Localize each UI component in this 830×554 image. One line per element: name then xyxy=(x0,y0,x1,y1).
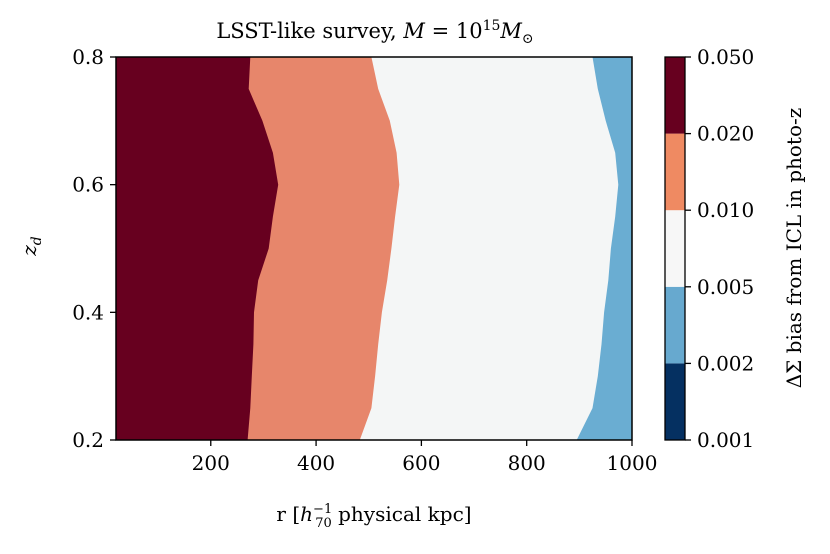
colorbar-segment xyxy=(665,286,685,364)
colorbar-segment xyxy=(665,363,685,440)
x-tick-label: 600 xyxy=(402,451,440,475)
colorbar-tick-label: 0.001 xyxy=(697,428,754,452)
region-0.002-0.005 xyxy=(576,57,632,440)
y-axis: 0.2 0.4 0.6 0.8 xyxy=(72,45,116,452)
x-tick-label: 200 xyxy=(192,451,230,475)
x-tick-label: 1000 xyxy=(607,451,658,475)
region-0.020-0.050 xyxy=(116,57,279,440)
x-tick-label: 800 xyxy=(508,451,546,475)
x-axis: 200 400 600 800 1000 xyxy=(192,440,658,475)
chart-title: LSST-like survey, M = 1015M⊙ xyxy=(216,18,533,47)
x-axis-label: r [h−1 70 physical kpc] xyxy=(276,502,471,531)
y-tick-label: 0.8 xyxy=(72,45,104,69)
colorbar-label: ΔΣ bias from ICL in photo-z xyxy=(782,108,806,389)
colorbar-tick-label: 0.020 xyxy=(697,122,754,146)
y-tick-label: 0.6 xyxy=(72,173,104,197)
colorbar-tick-label: 0.002 xyxy=(697,351,754,375)
colorbar: 0.001 0.002 0.005 0.010 0.020 0.050 xyxy=(664,45,754,452)
y-axis-label: zd xyxy=(17,236,45,257)
colorbar-segment xyxy=(665,210,685,287)
plot-area xyxy=(115,56,633,441)
plot-frame xyxy=(115,56,633,441)
colorbar-tick-label: 0.050 xyxy=(697,45,754,69)
x-tick-label: 400 xyxy=(297,451,335,475)
y-tick-label: 0.2 xyxy=(72,428,104,452)
colorbar-frame xyxy=(664,56,686,441)
y-tick-label: 0.4 xyxy=(72,300,104,324)
colorbar-segment xyxy=(665,57,685,134)
colorbar-tick-label: 0.005 xyxy=(697,275,754,299)
colorbar-tick-label: 0.010 xyxy=(697,198,754,222)
colorbar-segment xyxy=(665,133,685,211)
